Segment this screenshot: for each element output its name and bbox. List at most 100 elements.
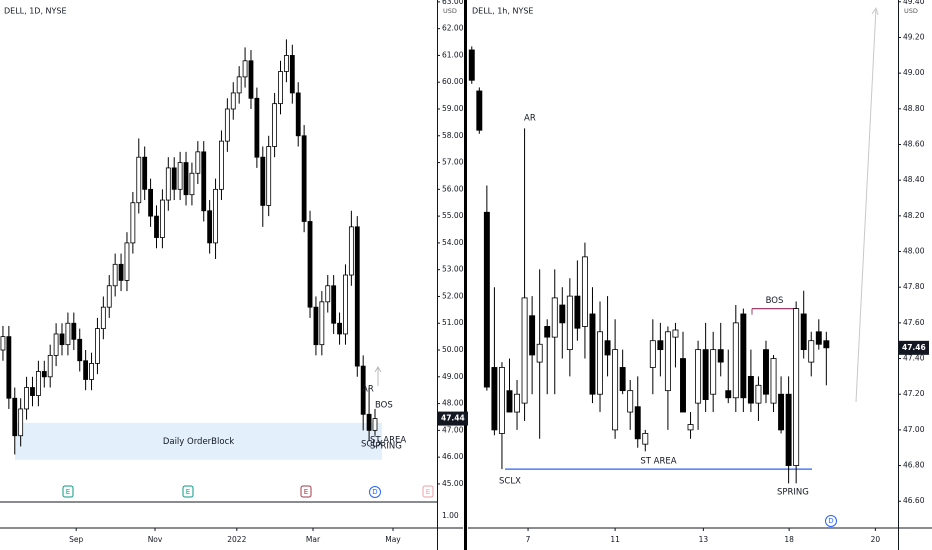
y-tick-label: 48.60 bbox=[903, 139, 925, 148]
order-block-zone bbox=[15, 422, 382, 460]
y-tick-label: 56.00 bbox=[442, 184, 464, 193]
candle-body bbox=[183, 162, 189, 196]
event-marker[interactable]: D bbox=[369, 486, 381, 498]
y-tick-label: 47.60 bbox=[903, 318, 925, 327]
annotation: AR bbox=[362, 385, 374, 395]
x-tick-label: Mar bbox=[306, 535, 321, 544]
candle-body bbox=[201, 151, 207, 212]
event-marker[interactable]: E bbox=[62, 485, 74, 498]
y-tick-label: 63.00 bbox=[442, 0, 464, 6]
candle-body bbox=[755, 384, 762, 404]
y-tick-label: 47.20 bbox=[903, 389, 925, 398]
y-tick-label: 58.00 bbox=[442, 131, 464, 140]
candle-body bbox=[154, 215, 159, 238]
candle-body bbox=[0, 336, 6, 351]
y-tick-label: 48.20 bbox=[903, 211, 925, 220]
level-label: ST AREA bbox=[640, 457, 676, 467]
candle-body bbox=[12, 397, 18, 437]
y-tick-label: 49.00 bbox=[442, 372, 464, 381]
annotation: SCLX bbox=[361, 440, 383, 450]
candle-body bbox=[177, 162, 183, 190]
chart-title: DELL, 1D, NYSE bbox=[4, 7, 67, 16]
candle-body bbox=[207, 210, 213, 244]
candle-body bbox=[468, 49, 475, 81]
candle-body bbox=[89, 363, 94, 380]
candle-body bbox=[732, 322, 739, 399]
candle-body bbox=[740, 313, 747, 399]
candle-body bbox=[521, 297, 528, 404]
x-tick-label: 11 bbox=[610, 535, 620, 544]
event-label: E bbox=[186, 488, 190, 496]
last-price-box bbox=[438, 411, 468, 426]
last-price-label: 47.46 bbox=[902, 343, 926, 352]
candle-body bbox=[717, 349, 724, 363]
candle-body bbox=[35, 371, 41, 396]
candle-body bbox=[165, 167, 171, 201]
annotation: BOS bbox=[375, 401, 393, 411]
event-marker[interactable]: E bbox=[300, 485, 312, 498]
candle-body bbox=[272, 103, 278, 147]
event-marker[interactable]: E bbox=[422, 485, 434, 498]
candle-body bbox=[348, 226, 354, 276]
candle-body bbox=[18, 408, 24, 437]
event-label: D bbox=[828, 517, 833, 525]
last-price-label: 47.44 bbox=[441, 414, 465, 423]
candle-body bbox=[136, 156, 142, 204]
y-tick-label: 47.40 bbox=[903, 354, 925, 363]
event-marker[interactable]: D bbox=[825, 515, 837, 527]
candle-body bbox=[6, 336, 12, 399]
chart-divider bbox=[464, 0, 467, 550]
candle-body bbox=[785, 393, 792, 466]
marks: BOS ST AREA bbox=[0, 39, 830, 484]
candle-body bbox=[242, 60, 248, 78]
candle-body bbox=[657, 340, 664, 351]
y-tick-label: 52.00 bbox=[442, 291, 464, 300]
candle-body bbox=[551, 297, 558, 338]
candle-body bbox=[195, 151, 201, 174]
candle-body bbox=[491, 367, 498, 431]
candle-body bbox=[213, 188, 218, 244]
y-tick-label: 54.00 bbox=[442, 238, 464, 247]
y-tick-label: 51.00 bbox=[442, 318, 464, 327]
y-tick-label: 48.40 bbox=[903, 175, 925, 184]
event-label: E bbox=[426, 488, 430, 496]
candle-body bbox=[589, 313, 596, 395]
y-tick-label: 62.00 bbox=[442, 24, 464, 33]
y-tick-label: 50.00 bbox=[442, 345, 464, 354]
underlay: Daily OrderBlock bbox=[15, 422, 382, 460]
y-tick-label: 59.00 bbox=[442, 104, 464, 113]
candle-body bbox=[793, 308, 800, 466]
candle-body bbox=[331, 285, 337, 324]
candle-body bbox=[171, 167, 177, 190]
candle-body bbox=[83, 360, 89, 380]
candle-body bbox=[284, 55, 289, 72]
candle-body bbox=[514, 393, 520, 413]
candle-body bbox=[112, 263, 118, 287]
x-tick-label: Sep bbox=[69, 535, 83, 544]
annotation: ST AREA bbox=[370, 436, 406, 446]
candle-body bbox=[30, 387, 35, 396]
event-label: D bbox=[372, 488, 377, 496]
candle-body bbox=[65, 322, 71, 346]
arrow-drawing bbox=[855, 7, 877, 403]
y-tick-label: 48.00 bbox=[442, 399, 464, 408]
zone-label: Daily OrderBlock bbox=[163, 437, 234, 447]
candle-body bbox=[236, 76, 242, 94]
candle-body bbox=[597, 331, 603, 395]
event-marker[interactable]: E bbox=[182, 485, 194, 498]
candle-body bbox=[354, 226, 360, 367]
candle-body bbox=[702, 349, 709, 400]
candle-body bbox=[815, 331, 822, 345]
y-tick-label: 60.00 bbox=[442, 77, 464, 86]
candle-body bbox=[230, 92, 236, 110]
candle-body bbox=[627, 390, 634, 413]
candle-body bbox=[808, 340, 815, 363]
candle-body bbox=[77, 338, 83, 362]
candle-body bbox=[59, 333, 65, 346]
candle-body bbox=[763, 349, 769, 395]
candle-body bbox=[612, 349, 619, 431]
candle-body bbox=[224, 108, 230, 142]
arrow-head bbox=[871, 6, 879, 16]
y-tick-label: 48.00 bbox=[903, 247, 925, 256]
